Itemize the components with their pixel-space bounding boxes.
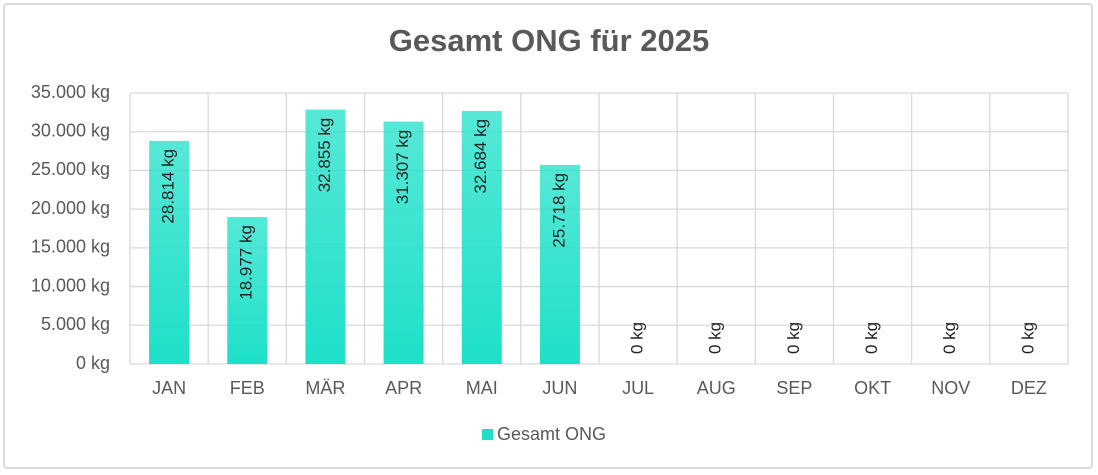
x-tick-label: MAI (466, 378, 498, 398)
y-tick-label: 30.000 kg (31, 120, 110, 140)
bar (461, 110, 502, 364)
x-tick-label: JUL (622, 378, 654, 398)
bar (149, 140, 190, 364)
y-tick-label: 15.000 kg (31, 237, 110, 257)
x-tick-label: JAN (152, 378, 186, 398)
y-tick-label: 20.000 kg (31, 198, 110, 218)
data-label: 25.718 kg (549, 173, 568, 248)
data-label: 28.814 kg (159, 149, 178, 224)
x-tick-label: SEP (776, 378, 812, 398)
bar (383, 121, 424, 365)
legend-label: Gesamt ONG (497, 424, 606, 444)
data-label: 31.307 kg (393, 130, 412, 205)
x-tick-label: MÄR (305, 378, 345, 398)
data-label: 18.977 kg (237, 225, 256, 300)
y-tick-label: 25.000 kg (31, 159, 110, 179)
bar (539, 164, 580, 364)
data-label: 0 kg (628, 322, 647, 354)
chart-title: Gesamt ONG für 2025 (389, 23, 709, 58)
x-tick-label: AUG (697, 378, 736, 398)
x-tick-label: NOV (931, 378, 970, 398)
y-tick-label: 5.000 kg (41, 314, 110, 334)
y-tick-label: 0 kg (76, 353, 110, 373)
x-tick-label: FEB (230, 378, 265, 398)
bar (305, 109, 346, 364)
legend-swatch (482, 429, 493, 440)
data-label: 0 kg (862, 322, 881, 354)
data-label: 0 kg (784, 322, 803, 354)
y-tick-label: 10.000 kg (31, 275, 110, 295)
x-tick-label: DEZ (1011, 378, 1047, 398)
data-label: 32.684 kg (471, 119, 490, 194)
data-label: 0 kg (706, 322, 725, 354)
bar (227, 217, 268, 364)
data-label: 32.855 kg (315, 118, 334, 193)
x-tick-label: APR (385, 378, 422, 398)
x-tick-label: OKT (854, 378, 891, 398)
y-tick-label: 35.000 kg (31, 82, 110, 102)
data-label: 0 kg (940, 322, 959, 354)
x-tick-label: JUN (542, 378, 577, 398)
data-label: 0 kg (1018, 322, 1037, 354)
